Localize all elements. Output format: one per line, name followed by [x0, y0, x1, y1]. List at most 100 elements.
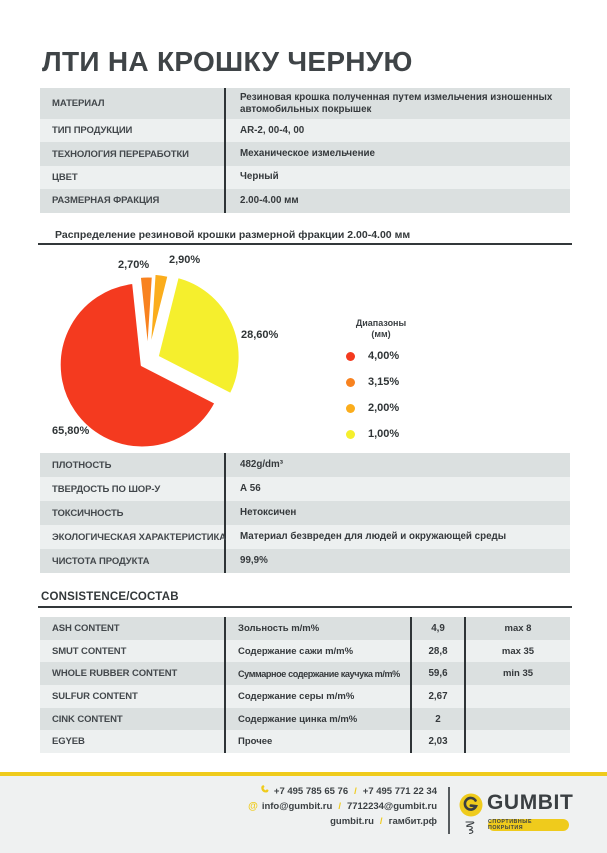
row-label: РАЗМЕРНАЯ ФРАКЦИЯ	[40, 189, 226, 213]
slash-separator: /	[338, 801, 341, 812]
legend-dot-icon	[346, 429, 355, 439]
row-label: ЭКОЛОГИЧЕСКАЯ ХАРАКТЕРИСТИКА	[40, 525, 226, 549]
legend-dot-icon	[346, 351, 355, 361]
footer-accent-line	[0, 772, 607, 776]
row-label: ПЛОТНОСТЬ	[40, 453, 226, 477]
row-label: МАТЕРИАЛ	[40, 88, 226, 119]
gumbit-logo-icon	[459, 793, 483, 822]
spec-row: ЦВЕТ Черный	[40, 165, 570, 190]
row-value: 482g/dm³	[240, 459, 284, 470]
contact-value: +7 495 771 22 34	[362, 786, 437, 797]
property-row: ЭКОЛОГИЧЕСКАЯ ХАРАКТЕРИСТИКА Материал без…	[40, 525, 570, 549]
row-value: AR-2, 00-4, 00	[240, 124, 305, 136]
legend-item: 1,00%	[340, 427, 450, 441]
pie-slice-2,00%	[147, 271, 171, 358]
contact-value: +7 495 785 65 76	[273, 786, 349, 797]
composition-row: SMUT CONTENT Содержание сажи m/m% 28,8 max …	[40, 639, 570, 663]
component-value: 2,67	[412, 685, 466, 708]
slice-label: 28,60%	[241, 329, 279, 341]
component-limit: max 35	[501, 645, 535, 657]
legend-dot-icon	[346, 377, 355, 387]
material-spec-table: МАТЕРИАЛ Резиновая крошка полученная путе…	[40, 88, 570, 213]
page-title: ЛТИ НА КРОШКУ ЧЕРНУЮ	[42, 46, 413, 77]
row-label: ТЕХНОЛОГИЯ ПЕРЕРАБОТКИ	[40, 142, 226, 166]
contact-line: @ info@gumbit.ru / 7712234@gumbit.ru	[248, 799, 437, 814]
component-value: 2	[412, 707, 466, 731]
at-icon: @	[248, 801, 258, 812]
component-name-ru: Содержание сажи m/m%	[226, 639, 412, 663]
contact-block: +7 495 785 65 76 / +7 495 771 22 34 @ info@g…	[248, 784, 437, 829]
component-value: 2,03	[412, 730, 466, 754]
spec-row: ТИП ПРОДУКЦИИ AR-2, 00-4, 00	[40, 119, 570, 143]
legend-title: Диапазоны (мм)	[355, 318, 407, 339]
legend-label: 3,15%	[368, 376, 400, 388]
component-name-ru: Прочее	[226, 730, 412, 754]
component-name-ru: Суммарное содержание каучука m/m%	[226, 662, 412, 686]
row-label: ЧИСТОТА ПРОДУКТА	[40, 549, 226, 573]
composition-row: WHOLE RUBBER CONTENT Суммарное содержание…	[40, 662, 570, 686]
row-value: А 56	[240, 483, 261, 494]
slice-label: 65,80%	[52, 425, 90, 437]
slice-label: 2,70%	[118, 259, 150, 271]
row-value: 2.00-4.00 мм	[240, 194, 299, 206]
contact-value: info@gumbit.ru	[261, 801, 333, 812]
slice-label: 2,90%	[169, 254, 201, 266]
spring-icon	[463, 820, 477, 841]
row-value: Черный	[240, 171, 279, 183]
slash-separator: /	[354, 786, 357, 797]
section-rule	[38, 243, 572, 246]
legend-label: 1,00%	[368, 428, 400, 440]
legend-label: 2,00%	[368, 402, 400, 414]
section-rule	[38, 606, 572, 609]
row-label: ТОКСИЧНОСТЬ	[40, 501, 226, 525]
composition-table: ASH CONTENT Зольность m/m% 4,9 max 8 SMUT CO…	[40, 617, 570, 754]
composition-row: EGYEB Прочее 2,03	[40, 730, 570, 754]
row-value: Материал безвреден для людей и окружающе…	[240, 531, 507, 542]
pie-chart	[45, 252, 295, 462]
legend-label: 4,00%	[368, 350, 400, 362]
component-name-en: ASH CONTENT	[40, 617, 226, 640]
row-label: ТИП ПРОДУКЦИИ	[40, 119, 226, 143]
property-row: ТВЕРДОСТЬ ПО ШОР-У А 56	[40, 477, 570, 501]
legend-item: 2,00%	[340, 401, 450, 415]
chart-section-title: Распределение резиновой крошки размерной…	[55, 229, 411, 241]
spec-row: ТЕХНОЛОГИЯ ПЕРЕРАБОТКИ Механическое измел…	[40, 142, 570, 166]
component-value: 28,8	[412, 639, 466, 663]
logo-wordmark: GUMBIT	[487, 791, 574, 814]
component-name-en: WHOLE RUBBER CONTENT	[40, 662, 226, 686]
row-value: Механическое измельчение	[240, 148, 375, 160]
component-value: 59,6	[412, 662, 466, 686]
component-name-en: EGYEB	[40, 730, 226, 754]
composition-row: SULFUR CONTENT Содержание серы m/m% 2,67	[40, 685, 570, 708]
logo-tagline-badge: СПОРТИВНЫЕ ПОКРЫТИЯ	[488, 819, 569, 831]
legend-item: 4,00%	[340, 349, 450, 363]
property-row: ЧИСТОТА ПРОДУКТА 99,9%	[40, 549, 570, 573]
component-name-en: CINK CONTENT	[40, 707, 226, 731]
property-row: ПЛОТНОСТЬ 482g/dm³	[40, 453, 570, 477]
row-value: Резиновая крошка полученная путем измель…	[240, 91, 553, 115]
component-name-ru: Содержание серы m/m%	[226, 685, 412, 708]
legend-item: 3,15%	[340, 375, 450, 389]
composition-row: CINK CONTENT Содержание цинка m/m% 2	[40, 707, 570, 731]
contact-line: +7 495 785 65 76 / +7 495 771 22 34	[248, 784, 437, 799]
composition-row: ASH CONTENT Зольность m/m% 4,9 max 8	[40, 617, 570, 640]
row-value: 99,9%	[240, 555, 268, 566]
contact-line: gumbit.ru / гамбит.рф	[248, 814, 437, 829]
pie-slice-1,00%	[155, 274, 242, 397]
footer-divider	[448, 787, 450, 834]
logo-tagline: СПОРТИВНЫЕ ПОКРЫТИЯ	[488, 818, 533, 831]
component-limit: min 35	[502, 668, 534, 680]
component-name-en: SULFUR CONTENT	[40, 685, 226, 708]
component-name-ru: Содержание цинка m/m%	[226, 707, 412, 731]
properties-table: ПЛОТНОСТЬ 482g/dm³ ТВЕРДОСТЬ ПО ШОР-У А 56 Т…	[40, 453, 570, 573]
contact-value: гамбит.рф	[388, 816, 437, 827]
legend-dot-icon	[346, 403, 355, 413]
composition-heading: CONSISTENCE/СОСТАВ	[41, 591, 179, 603]
component-value: 4,9	[412, 617, 466, 640]
phone-icon	[260, 784, 270, 799]
row-label: ЦВЕТ	[40, 165, 226, 190]
chart-legend: Диапазоны (мм) 4,00% 3,15% 2,00% 1,00%	[340, 318, 450, 453]
spec-row: РАЗМЕРНАЯ ФРАКЦИЯ 2.00-4.00 мм	[40, 189, 570, 213]
slash-separator: /	[379, 816, 383, 827]
